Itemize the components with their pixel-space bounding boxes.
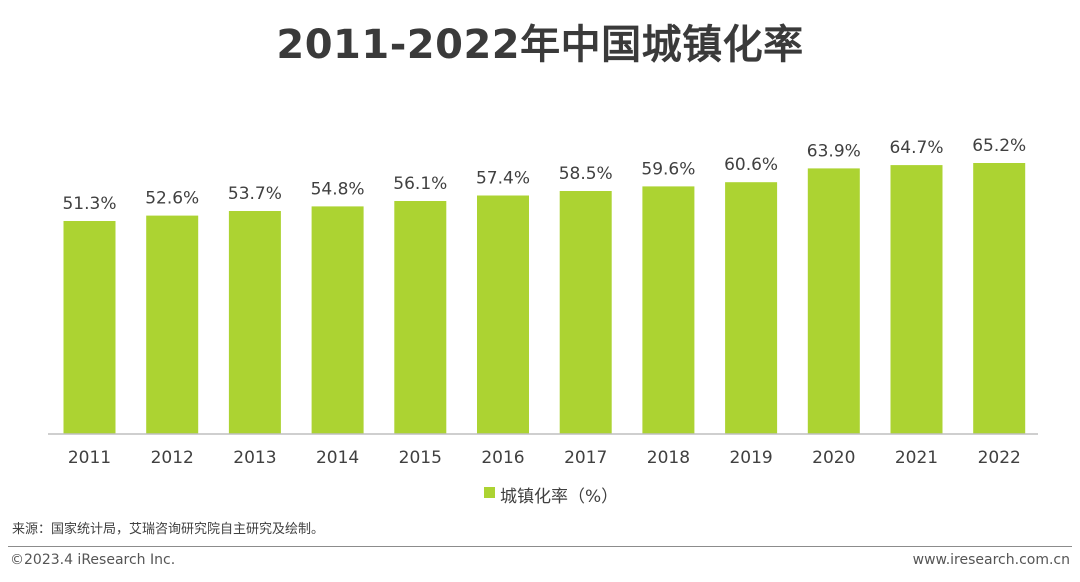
bar-2017 (559, 191, 612, 434)
bar-2016 (477, 195, 529, 434)
bar-2019 (725, 182, 778, 434)
legend-swatch (484, 487, 495, 498)
source-note: 来源：国家统计局，艾瑞咨询研究院自主研究及绘制。 (12, 522, 325, 537)
data-label-2019: 60.6% (724, 155, 778, 175)
bar-2021 (890, 165, 943, 434)
chart-title: 2011-2022年中国城镇化率 (276, 22, 804, 68)
bar-2011 (63, 221, 116, 434)
data-label-2018: 59.6% (641, 159, 695, 179)
x-tick-label-2016: 2016 (481, 448, 524, 468)
site-url[interactable]: www.iresearch.com.cn (912, 552, 1070, 568)
bar-2015 (394, 201, 447, 434)
x-tick-label-2021: 2021 (895, 448, 938, 468)
x-tick-label-2019: 2019 (729, 448, 772, 468)
data-label-2013: 53.7% (228, 184, 282, 204)
x-tick-label-2015: 2015 (399, 448, 442, 468)
data-label-2022: 65.2% (972, 136, 1026, 156)
data-label-2012: 52.6% (145, 189, 199, 209)
footer-divider (8, 546, 1072, 547)
copyright-text: ©2023.4 iResearch Inc. (10, 552, 176, 568)
x-tick-label-2017: 2017 (564, 448, 607, 468)
data-label-2011: 51.3% (62, 194, 116, 214)
bar-2020 (807, 168, 860, 434)
x-tick-label-2011: 2011 (68, 448, 111, 468)
x-tick-label-2020: 2020 (812, 448, 855, 468)
bar-2018 (642, 186, 695, 434)
bar-2013 (228, 211, 281, 434)
bar-2012 (146, 215, 199, 434)
data-label-2016: 57.4% (476, 169, 530, 189)
data-label-2021: 64.7% (889, 138, 943, 158)
x-tick-label-2022: 2022 (978, 448, 1021, 468)
x-tick-label-2018: 2018 (647, 448, 690, 468)
x-tick-label-2012: 2012 (151, 448, 194, 468)
data-label-2020: 63.9% (807, 141, 861, 161)
data-label-2015: 56.1% (393, 174, 447, 194)
x-tick-label-2014: 2014 (316, 448, 359, 468)
data-label-2014: 54.8% (311, 179, 365, 199)
legend-label: 城镇化率（%） (500, 487, 619, 507)
x-tick-label-2013: 2013 (233, 448, 276, 468)
bar-2022 (973, 163, 1026, 434)
bar-2014 (311, 206, 364, 434)
data-label-2017: 58.5% (559, 164, 613, 184)
